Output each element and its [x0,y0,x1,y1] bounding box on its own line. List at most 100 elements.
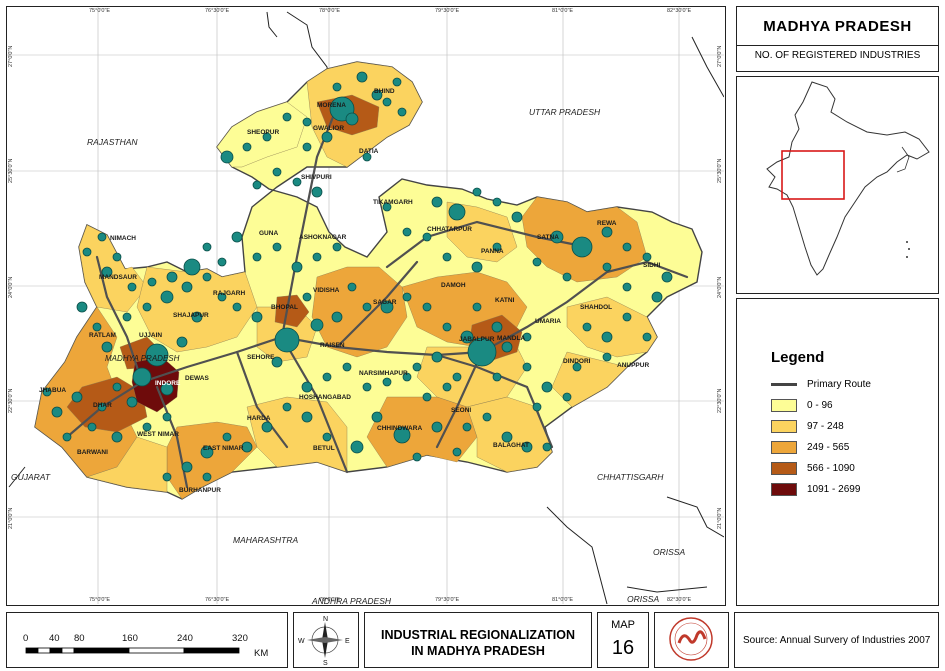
route-swatch [771,382,797,386]
district-ujjain: UJJAIN [139,332,162,339]
district-labels: MORENA BHIND GWALIOR DATIA SHEOPUR SHIVP… [39,88,661,494]
industry-circle [111,431,123,443]
industry-circle [261,421,273,433]
district-raisen: RAISEN [320,342,345,349]
industry-circle [202,242,212,252]
district-nimach: NIMACH [110,235,136,242]
district-vidisha: VIDISHA [313,287,340,294]
source-box: Source: Annual Survery of Industries 200… [734,612,939,668]
compass-n: N [323,616,328,623]
industry-circle [501,431,513,443]
district-umaria: UMARIA [535,318,561,325]
legend-swatch [771,461,797,475]
industry-circle [393,426,411,444]
scale-unit: KM [254,648,268,659]
industry-circle [422,232,432,242]
district-balaghat: BALAGHAT [493,442,529,449]
industry-circle [302,142,312,152]
industry-circle [382,202,392,212]
industry-circle [42,387,52,397]
industry-circle [362,302,372,312]
label-chhattisgarh: CHHATTISGARH [597,472,664,482]
industry-circle [262,132,272,142]
industry-circle [422,302,432,312]
industry-circle [422,392,432,402]
industry-circle [371,89,383,101]
industry-circle [492,242,502,252]
industry-circle [331,311,343,323]
grat-right-4: 21°0'0"N [717,508,723,529]
compass-w: W [298,638,305,645]
district-mandsaur: MANDSAUR [99,274,137,281]
district-seoni: SEONI [451,407,471,414]
industry-circle [622,312,632,322]
industry-circle [292,177,302,187]
industry-circle [252,252,262,262]
scale-tick: 240 [177,633,193,644]
district-satna: SATNA [537,234,559,241]
industry-circle [87,422,97,432]
industry-circle [362,382,372,392]
industry-circle [101,266,113,278]
industry-circle [601,331,613,343]
inset-map[interactable] [736,76,939,294]
grat-right-0: 27°0'0"N [717,46,723,67]
industry-circle [511,211,523,223]
grat-top-2: 78°0'0"E [319,8,340,14]
industry-circle [220,150,234,164]
legend-swatch [771,440,797,454]
district-madhya-pradesh-label: MADHYA PRADESH [105,354,180,363]
map-canvas[interactable]: 75°0'0"E 76°30'0"E 78°0'0"E 79°30'0"E 81… [7,7,724,604]
legend-class-row: 97 - 248 [771,419,844,433]
industry-circle [431,196,443,208]
industry-circle [492,197,502,207]
industry-circle [472,302,482,312]
industry-circle [362,152,372,162]
label-andhra-pradesh: ANDHRA PRADESH [311,596,392,604]
legend-class-label: 97 - 248 [807,420,844,432]
industry-circle [310,318,324,332]
industry-circle [282,402,292,412]
industry-circle [71,391,83,403]
industry-circle [532,257,542,267]
north-arrow: N S E W [293,612,359,668]
legend-swatch [771,419,797,433]
scale-bar: 0 40 80 160 240 320 KM [6,612,288,668]
industry-circle [282,112,292,122]
legend-class-row: 249 - 565 [771,440,849,454]
legend-class-label: 1091 - 2699 [807,483,861,495]
industry-circle [200,445,214,459]
industry-circle [342,362,352,372]
industry-circle [412,362,422,372]
grat-top-3: 79°30'0"E [435,8,459,14]
industry-circle [272,167,282,177]
industry-circle [271,356,283,368]
scale-segments [25,647,240,654]
district-katni: KATNI [495,297,515,304]
industry-circle [166,271,178,283]
industry-circle [345,112,359,126]
industry-circle [392,77,402,87]
industry-circle [302,117,312,127]
title-box: MADHYA PRADESH NO. OF REGISTERED INDUSTR… [736,6,939,72]
industry-circle [572,362,582,372]
grat-left-2: 24°0'0"N [8,277,14,298]
industry-circle [332,82,342,92]
india-outline [766,81,930,276]
industry-circle [402,372,412,382]
industry-circle [601,226,613,238]
industry-circle [252,180,262,190]
industry-circle [97,402,107,412]
district-morena: MORENA [317,102,346,109]
legend-swatch [771,482,797,496]
grat-left-4: 21°0'0"N [8,508,14,529]
grat-bot-0: 75°0'0"E [89,597,110,603]
scale-tick: 320 [232,633,248,644]
industry-circle [462,422,472,432]
district-bhind: BHIND [374,88,395,95]
industry-circle [532,402,542,412]
industry-circle [460,330,474,344]
inset-highlight [781,150,845,200]
industry-circles [42,71,673,482]
industry-circle [191,311,203,323]
